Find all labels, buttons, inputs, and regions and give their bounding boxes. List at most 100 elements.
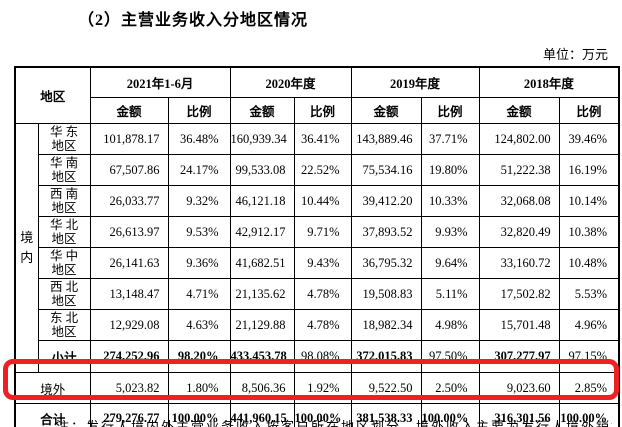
- header-period-2019: 2019年度: [350, 66, 480, 98]
- ratio-cell: 9.93%: [420, 216, 480, 248]
- ratio-cell: 1.92%: [293, 372, 352, 404]
- ratio-cell: 37.71%: [420, 123, 480, 155]
- region-name: 西 南 地区: [37, 185, 91, 217]
- table-row-subtotal: 小计 274,252.96 98.20% 433,453.78 98.08% 3…: [15, 340, 620, 373]
- ratio-cell: 100.00%: [293, 403, 352, 427]
- table-row-huadong: 境 内 华 东 地区 101,878.17 36.48% 160,939.34 …: [14, 123, 620, 373]
- ratio-cell: 97.15%: [558, 340, 620, 373]
- amount-cell: 32,820.49: [478, 216, 560, 248]
- amount-cell: 67,507.86: [89, 154, 169, 186]
- ratio-cell: 4.71%: [167, 278, 231, 310]
- amount-cell: 21,135.62: [229, 278, 295, 310]
- amount-cell: 26,033.77: [89, 185, 169, 217]
- amount-cell: 9,522.50: [350, 372, 422, 404]
- total-label: 合计: [14, 403, 91, 427]
- ratio-cell: 4.63%: [167, 309, 231, 341]
- header-ratio: 比例: [420, 97, 480, 124]
- amount-cell: 13,148.47: [89, 278, 169, 310]
- amount-cell: 36,795.32: [350, 247, 422, 279]
- amount-cell: 99,533.08: [229, 154, 295, 186]
- region-name: 华 南 地区: [37, 154, 91, 186]
- ratio-cell: 10.48%: [558, 247, 620, 279]
- ratio-cell: 19.80%: [420, 154, 480, 186]
- region-name: 华 中 地区: [37, 247, 91, 279]
- overseas-label: 境外: [14, 372, 91, 404]
- amount-cell: 8,506.36: [229, 372, 295, 404]
- ratio-cell: 9.36%: [167, 247, 231, 279]
- amount-cell: 9,023.60: [478, 372, 560, 404]
- ratio-cell: 9.71%: [293, 216, 352, 248]
- amount-cell: 33,160.72: [478, 247, 560, 279]
- ratio-cell: 9.43%: [293, 247, 352, 279]
- ratio-cell: 9.53%: [167, 216, 231, 248]
- amount-cell: 12,929.08: [89, 309, 169, 341]
- header-period-2018: 2018年度: [478, 66, 620, 98]
- header-period-2020: 2020年度: [229, 66, 352, 98]
- unit-label: 单位：万元: [542, 47, 608, 62]
- amount-cell: 42,912.17: [229, 216, 295, 248]
- header-ratio: 比例: [293, 97, 352, 124]
- amount-cell: 32,068.08: [478, 185, 560, 217]
- amount-cell: 316,301.56: [478, 403, 560, 427]
- amount-cell: 279,276.77: [89, 403, 169, 427]
- amount-cell: 433,453.78: [229, 340, 295, 373]
- table-row-xibei: 西 北 地区 13,148.47 4.71% 21,135.62 4.78% 1…: [15, 278, 620, 310]
- region-name: 东 北 地区: [37, 309, 91, 341]
- amount-cell: 46,121.18: [229, 185, 295, 217]
- amount-cell: 75,534.16: [350, 154, 422, 186]
- ratio-cell: 100.00%: [420, 403, 480, 427]
- amount-cell: 381,538.33: [350, 403, 422, 427]
- ratio-cell: 98.20%: [167, 340, 231, 373]
- amount-cell: 21,129.88: [229, 309, 295, 341]
- ratio-cell: 36.48%: [167, 123, 231, 155]
- table-row-overseas: 境外 5,023.82 1.80% 8,506.36 1.92% 9,522.5…: [14, 372, 620, 404]
- region-name: 华 北 地区: [37, 216, 91, 248]
- amount-cell: 124,802.00: [478, 123, 560, 155]
- clipped-footnote: 注：发行人境内外主营业务收入按客户所在地区划分，境外收入主要为发行人境外销售: [56, 420, 612, 427]
- ratio-cell: 5.53%: [558, 278, 620, 310]
- amount-cell: 39,412.20: [350, 185, 422, 217]
- subtotal-label: 小计: [37, 340, 91, 373]
- header-amount: 金额: [229, 97, 295, 124]
- header-region: 地区: [14, 66, 91, 124]
- revenue-by-region-table: 地区 2021年1-6月 2020年度 2019年度 2018年度 金额 比例 …: [14, 66, 621, 427]
- header-amount: 金额: [350, 97, 422, 124]
- ratio-cell: 97.50%: [420, 340, 480, 373]
- ratio-cell: 10.14%: [558, 185, 620, 217]
- ratio-cell: 4.96%: [558, 309, 620, 341]
- header-amount: 金额: [89, 97, 169, 124]
- table-row-huabei: 华 北 地区 26,613.97 9.53% 42,912.17 9.71% 3…: [15, 216, 620, 248]
- ratio-cell: 36.41%: [293, 123, 352, 155]
- ratio-cell: 2.50%: [420, 372, 480, 404]
- amount-cell: 26,613.97: [89, 216, 169, 248]
- table-row-huazhong: 华 中 地区 26,141.63 9.36% 41,682.51 9.43% 3…: [15, 247, 620, 279]
- header-period-2021: 2021年1-6月: [89, 66, 231, 98]
- domestic-group-label: 境 内: [14, 123, 39, 373]
- amount-cell: 143,889.46: [350, 123, 422, 155]
- ratio-cell: 100.00%: [167, 403, 231, 427]
- ratio-cell: 10.33%: [420, 185, 480, 217]
- ratio-cell: 4.78%: [293, 278, 352, 310]
- amount-cell: 37,893.52: [350, 216, 422, 248]
- header-ratio: 比例: [558, 97, 620, 124]
- ratio-cell: 16.19%: [558, 154, 620, 186]
- ratio-cell: 1.80%: [167, 372, 231, 404]
- ratio-cell: 4.78%: [293, 309, 352, 341]
- amount-cell: 101,878.17: [89, 123, 169, 155]
- amount-cell: 307,277.97: [478, 340, 560, 373]
- table-row-total: 合计 279,276.77 100.00% 441,960.15 100.00%…: [14, 403, 620, 427]
- ratio-cell: 2.85%: [558, 372, 620, 404]
- amount-cell: 15,701.48: [478, 309, 560, 341]
- ratio-cell: 24.17%: [167, 154, 231, 186]
- ratio-cell: 39.46%: [558, 123, 620, 155]
- ratio-cell: 10.44%: [293, 185, 352, 217]
- section-title: （2）主营业务收入分地区情况: [78, 12, 309, 29]
- ratio-cell: 4.98%: [420, 309, 480, 341]
- amount-cell: 274,252.96: [89, 340, 169, 373]
- amount-cell: 19,508.83: [350, 278, 422, 310]
- ratio-cell: 5.11%: [420, 278, 480, 310]
- amount-cell: 41,682.51: [229, 247, 295, 279]
- ratio-cell: 9.32%: [167, 185, 231, 217]
- amount-cell: 26,141.63: [89, 247, 169, 279]
